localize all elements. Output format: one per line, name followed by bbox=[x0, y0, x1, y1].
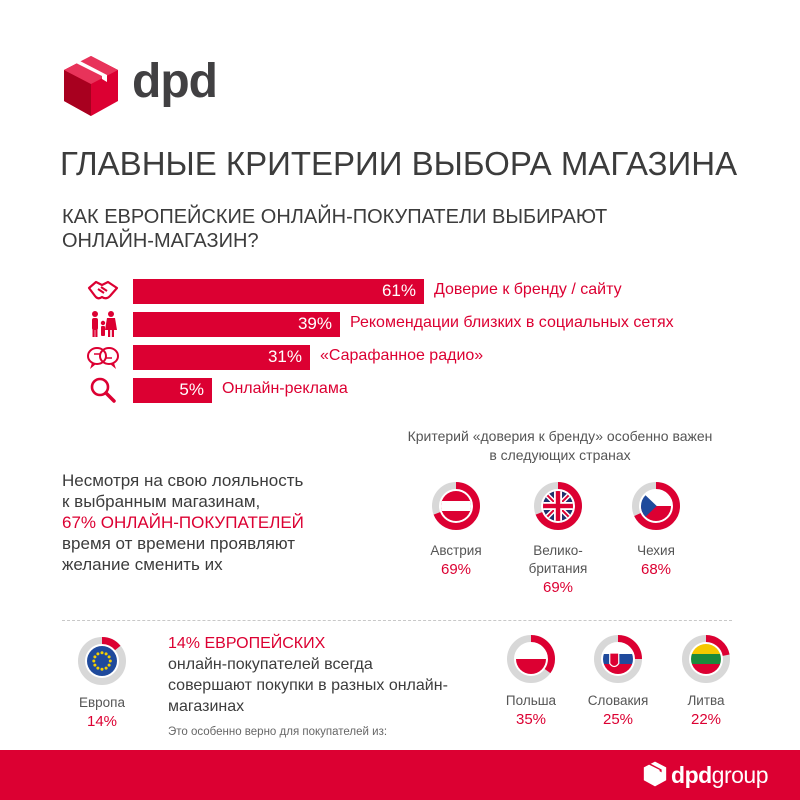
bar-category-label: Доверие к бренду / сайту bbox=[434, 281, 622, 298]
shoppers-note: Это особенно верно для покупателей из: bbox=[168, 726, 388, 738]
donut-label: Польша 35% bbox=[471, 692, 591, 729]
footer-logo-main: dpd bbox=[671, 762, 712, 788]
page-title: ГЛАВНЫЕ КРИТЕРИИ ВЫБОРА МАГАЗИНА bbox=[60, 145, 738, 182]
donut-percent-label: 14% bbox=[86, 713, 118, 730]
donut-label: Европа 14% bbox=[42, 694, 162, 731]
country-flag-icon bbox=[516, 644, 546, 674]
magnifier-icon bbox=[90, 377, 116, 403]
donut-label: Словакия 25% bbox=[558, 692, 678, 729]
page-subtitle: КАК ЕВРОПЕЙСКИЕ ОНЛАЙН-ПОКУПАТЕЛИ ВЫБИРА… bbox=[62, 206, 608, 252]
shoppers-paragraph: 14% ЕВРОПЕЙСКИХ онлайн-покупателей всегд… bbox=[168, 633, 448, 717]
bar: 61% bbox=[133, 279, 424, 304]
loyalty-line: к выбранным магазинам, bbox=[62, 492, 261, 511]
donut-chart bbox=[632, 482, 680, 530]
donut-country-name: Польша bbox=[505, 693, 557, 708]
footer-logo-suffix: group bbox=[711, 762, 769, 788]
footer-logo-text: dpdgroup bbox=[643, 761, 769, 789]
donut-country-name: британия bbox=[528, 561, 588, 576]
bar: 31% bbox=[133, 345, 310, 370]
donut-country-name: Велико- bbox=[533, 543, 583, 558]
family-icon bbox=[92, 311, 117, 337]
donut-value-arc bbox=[632, 482, 680, 530]
donut-country-name: Европа bbox=[78, 695, 125, 710]
donut-value-arc bbox=[682, 635, 730, 683]
country-flag-icon bbox=[641, 491, 671, 521]
loyalty-line: Несмотря на свою лояльность bbox=[62, 471, 304, 490]
bar-value-label: 31% bbox=[267, 347, 302, 366]
donut-percent-label: 35% bbox=[515, 711, 547, 728]
donut-label: Чехия 68% bbox=[596, 542, 716, 579]
dpd-group-cube-icon bbox=[643, 761, 667, 787]
country-flag-icon bbox=[603, 644, 633, 674]
shoppers-highlight: 14% ЕВРОПЕЙСКИХ bbox=[168, 635, 326, 652]
donut-chart bbox=[78, 637, 126, 685]
speech-bubbles-icon bbox=[87, 347, 119, 369]
bar-value-label: 61% bbox=[381, 281, 416, 300]
bar-category-label: Онлайн-реклама bbox=[222, 380, 348, 397]
bar: 5% bbox=[133, 378, 212, 403]
donut-percent-label: 22% bbox=[690, 711, 722, 728]
donut-percent-label: 68% bbox=[640, 561, 672, 578]
donut-country-name: Литва bbox=[687, 693, 725, 708]
footer-bar: dpdgroup bbox=[0, 750, 800, 800]
donut-value-arc bbox=[432, 482, 480, 530]
loyalty-highlight: 67% ОНЛАЙН-ПОКУПАТЕЛЕЙ bbox=[62, 513, 304, 532]
bar-category-label: «Сарафанное радио» bbox=[320, 347, 484, 364]
donut-label: Велико-британия 69% bbox=[498, 542, 618, 597]
donut-country-name: Чехия bbox=[637, 543, 675, 558]
donut-value-arc bbox=[507, 635, 555, 683]
bar-category-label: Рекомендации близких в социальных сетях bbox=[350, 314, 674, 331]
bar: 39% bbox=[133, 312, 340, 337]
donut-label: Литва 22% bbox=[646, 692, 766, 729]
donut-country-name: Словакия bbox=[587, 693, 649, 708]
donut-chart bbox=[507, 635, 555, 683]
bar-value-label: 39% bbox=[297, 314, 332, 333]
bar-value-label: 5% bbox=[179, 380, 204, 399]
donut-percent-label: 25% bbox=[602, 711, 634, 728]
dpd-cube-logo-icon bbox=[64, 56, 118, 116]
donut-percent-label: 69% bbox=[542, 579, 574, 596]
donut-label: Австрия 69% bbox=[396, 542, 516, 579]
country-flag-icon bbox=[87, 646, 117, 676]
loyalty-line: желание сменить их bbox=[62, 555, 223, 574]
divider bbox=[62, 620, 732, 621]
countries-caption: Критерий «доверия к бренду» особенно важ… bbox=[407, 428, 713, 463]
donut-chart bbox=[432, 482, 480, 530]
loyalty-paragraph: Несмотря на свою лояльность к выбранным … bbox=[62, 470, 362, 575]
donut-percent-label: 69% bbox=[440, 561, 472, 578]
donut-chart bbox=[682, 635, 730, 683]
country-flag-icon bbox=[441, 491, 471, 521]
dpd-logo-text: dpd bbox=[132, 55, 218, 108]
donut-value-arc bbox=[534, 482, 582, 530]
donut-chart bbox=[534, 482, 582, 530]
shoppers-rest: онлайн-покупателей всегда совершают поку… bbox=[168, 656, 448, 715]
country-flag-icon bbox=[691, 644, 721, 674]
donut-country-name: Австрия bbox=[430, 543, 482, 558]
donut-value-arc bbox=[78, 637, 126, 685]
handshake-icon bbox=[87, 280, 119, 300]
donut-chart bbox=[594, 635, 642, 683]
loyalty-line: время от времени проявляют bbox=[62, 534, 296, 553]
donut-value-arc bbox=[594, 635, 642, 683]
country-flag-icon bbox=[543, 491, 573, 521]
